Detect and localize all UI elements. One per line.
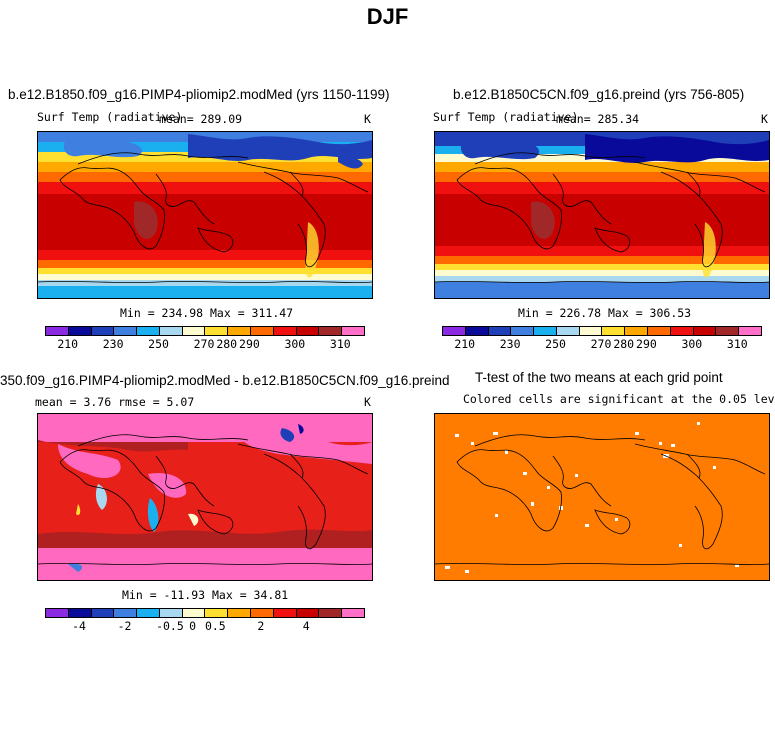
- colorbar-swatch: [443, 327, 466, 335]
- colorbar-swatch: [319, 327, 343, 335]
- colorbar-swatch: [251, 609, 274, 617]
- panel4-map: [434, 413, 770, 581]
- colorbar-swatch: [716, 327, 740, 335]
- panel1-minmax: Min = 234.98 Max = 311.47: [120, 306, 294, 320]
- panel1-colorbar-ticks: 210 230 250 270 280 290 300 310: [45, 337, 363, 351]
- colorbar-swatch: [296, 609, 320, 617]
- panel1-temperature-field: [38, 132, 372, 298]
- colorbar-swatch: [46, 609, 69, 617]
- colorbar-tick-label: 270: [193, 337, 215, 351]
- colorbar-swatch: [319, 609, 343, 617]
- colorbar-tick-label: 280: [613, 337, 635, 351]
- colorbar-swatch: [511, 327, 535, 335]
- panel3-minmax: Min = -11.93 Max = 34.81: [122, 588, 289, 602]
- panel4-subtitle: Colored cells are significant at the 0.0…: [463, 392, 775, 406]
- panel2-variable-label: Surf Temp (radiative): [433, 110, 579, 124]
- colorbar-tick-label: 310: [329, 337, 351, 351]
- panel1-mean-label: mean= 289.09: [159, 112, 243, 126]
- panel1-units-label: K: [364, 112, 371, 126]
- colorbar-tick-label: 310: [726, 337, 748, 351]
- colorbar-tick-label: 210: [57, 337, 79, 351]
- colorbar-tick-label: 0.5: [204, 619, 226, 633]
- panel3-colorbar-ticks: -4 -2 -0.5 0 0.5 2 4: [45, 619, 363, 633]
- panel3-title: 350.f09_g16.PIMP4-pliomip2.modMed - b.e1…: [0, 373, 450, 388]
- panel2-title: b.e12.B1850C5CN.f09_g16.preind (yrs 756-…: [453, 87, 745, 102]
- panel2-units-label: K: [761, 112, 768, 126]
- colorbar-swatch: [602, 327, 626, 335]
- panel3-stats-label: mean = 3.76 rmse = 5.07: [35, 395, 195, 409]
- colorbar-swatch: [228, 609, 252, 617]
- colorbar-swatch: [296, 327, 320, 335]
- colorbar-tick-label: 290: [636, 337, 657, 351]
- panel3-colorbar: [45, 608, 365, 618]
- colorbar-tick-label: 4: [302, 619, 310, 633]
- panel2-map: [434, 131, 770, 299]
- panel2-minmax: Min = 226.78 Max = 306.53: [518, 306, 692, 320]
- colorbar-tick-label: 0: [189, 619, 197, 633]
- colorbar-swatch: [465, 327, 489, 335]
- colorbar-swatch: [182, 327, 206, 335]
- colorbar-tick-label: 230: [499, 337, 521, 351]
- colorbar-swatch: [91, 327, 115, 335]
- panel2-colorbar-ticks: 210 230 250 270 280 290 300 310: [442, 337, 760, 351]
- colorbar-swatch: [488, 327, 512, 335]
- colorbar-swatch: [68, 327, 92, 335]
- colorbar-swatch: [46, 327, 69, 335]
- colorbar-tick-label: 300: [284, 337, 306, 351]
- panel1-colorbar: [45, 326, 365, 336]
- panel3-difference-field: [38, 414, 372, 580]
- colorbar-tick-label: 300: [681, 337, 703, 351]
- colorbar-swatch: [159, 609, 183, 617]
- colorbar-swatch: [648, 327, 671, 335]
- colorbar-swatch: [534, 327, 557, 335]
- colorbar-swatch: [273, 327, 297, 335]
- panel3-units-label: K: [364, 395, 371, 409]
- panel2-mean-label: mean= 285.34: [556, 112, 640, 126]
- colorbar-swatch: [91, 609, 115, 617]
- colorbar-swatch: [114, 609, 138, 617]
- colorbar-swatch: [342, 609, 364, 617]
- colorbar-tick-label: -2: [117, 619, 132, 633]
- colorbar-tick-label: 250: [545, 337, 566, 351]
- colorbar-swatch: [670, 327, 694, 335]
- colorbar-tick-label: 280: [216, 337, 238, 351]
- colorbar-swatch: [114, 327, 138, 335]
- panel2-colorbar: [442, 326, 762, 336]
- page-title: DJF: [366, 4, 409, 29]
- colorbar-swatch: [739, 327, 761, 335]
- colorbar-tick-label: 210: [454, 337, 476, 351]
- colorbar-swatch: [342, 327, 364, 335]
- colorbar-swatch: [625, 327, 649, 335]
- colorbar-swatch: [182, 609, 206, 617]
- colorbar-swatch: [205, 327, 229, 335]
- colorbar-swatch: [251, 327, 274, 335]
- panel4-title: T-test of the two means at each grid poi…: [475, 370, 723, 385]
- colorbar-swatch: [159, 327, 183, 335]
- colorbar-swatch: [68, 609, 92, 617]
- colorbar-swatch: [228, 327, 252, 335]
- colorbar-swatch: [273, 609, 297, 617]
- colorbar-tick-label: 270: [590, 337, 612, 351]
- colorbar-tick-label: 2: [257, 619, 265, 633]
- panel1-map: [37, 131, 373, 299]
- panel1-variable-label: Surf Temp (radiative): [37, 110, 183, 124]
- colorbar-swatch: [693, 327, 717, 335]
- panel1-title: b.e12.B1850.f09_g16.PIMP4-pliomip2.modMe…: [8, 87, 390, 102]
- colorbar-tick-label: 230: [102, 337, 124, 351]
- panel3-map: [37, 413, 373, 581]
- panel2-temperature-field: [435, 132, 769, 298]
- colorbar-tick-label: 290: [239, 337, 260, 351]
- colorbar-swatch: [137, 609, 160, 617]
- colorbar-tick-label: -4: [72, 619, 86, 633]
- panel4-significance-field: [435, 414, 769, 580]
- colorbar-swatch: [579, 327, 603, 335]
- colorbar-tick-label: -0.5: [156, 619, 184, 633]
- colorbar-swatch: [205, 609, 229, 617]
- colorbar-tick-label: 250: [148, 337, 169, 351]
- colorbar-swatch: [556, 327, 580, 335]
- colorbar-swatch: [137, 327, 160, 335]
